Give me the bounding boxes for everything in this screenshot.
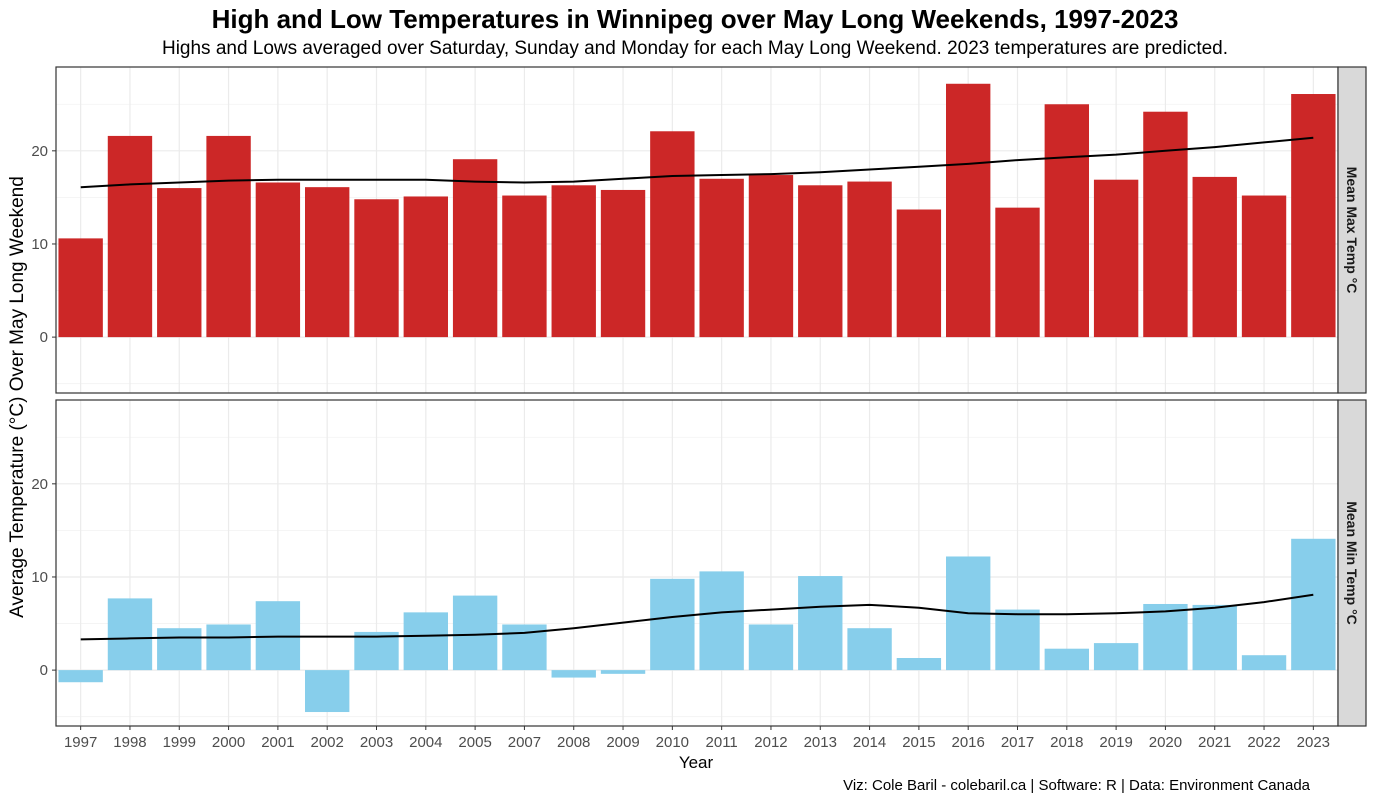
y-tick-label: 10 [31,569,48,586]
x-axis-label: Year [679,753,714,772]
x-tick-label: 2017 [1001,734,1034,751]
bar-max-2010 [650,131,695,338]
bar-max-2014 [847,181,892,338]
bar-min-2009 [600,670,646,674]
bar-max-2020 [1143,111,1188,338]
x-tick-label: 1998 [113,734,146,751]
x-tick-label: 2012 [754,734,787,751]
bar-min-2013 [798,576,843,671]
bar-max-1998 [107,135,153,338]
x-axis: 1997 1998 1999 2000 2001 2002 2003 2004 2005 2007… [64,726,1330,751]
x-tick-label: 2019 [1099,734,1132,751]
bar-min-2000 [206,624,251,671]
bar-max-2015 [896,209,942,338]
bar-max-2001 [255,182,301,338]
x-tick-label: 2021 [1198,734,1231,751]
bar-min-2011 [699,571,744,671]
bar-max-2022 [1241,195,1287,338]
bar-min-2020 [1143,603,1188,671]
bar-max-2019 [1093,179,1139,338]
bar-max-1999 [157,188,202,338]
bar-max-2011 [699,178,744,338]
x-tick-label: 2010 [656,734,689,751]
x-tick-label: 2022 [1247,734,1280,751]
bar-min-1997 [58,670,103,683]
trend-line [80,136,1314,189]
facet-strip [1337,66,1367,394]
bar-min-1999 [157,628,202,671]
x-tick-label: 2023 [1297,734,1330,751]
bar-max-1997 [58,238,103,338]
x-tick-label: 2003 [360,734,393,751]
bar-min-2019 [1093,643,1139,671]
bar-max-2007 [502,195,547,338]
x-tick-label: 2014 [853,734,886,751]
y-tick-label: 20 [31,476,48,493]
facet-strip-label: Mean Min Temp °C [1344,501,1360,625]
facet-strip [1337,399,1367,727]
bar-max-2003 [354,199,399,338]
trend-line [80,593,1314,641]
bar-min-2023 [1291,538,1336,671]
bar-max-2013 [798,185,843,338]
bar-max-2002 [305,187,350,338]
x-tick-label: 2004 [409,734,442,751]
x-tick-label: 2009 [606,734,639,751]
chart-subtitle: Highs and Lows averaged over Saturday, S… [161,38,1229,59]
x-tick-label: 2013 [804,734,837,751]
bar-max-2012 [748,175,794,338]
facet-strip-label: Mean Max Temp °C [1344,167,1360,294]
y-tick-label: 10 [31,236,48,253]
bar-max-2009 [600,189,646,338]
x-tick-label: 2015 [902,734,935,751]
x-tick-label: 2018 [1050,734,1083,751]
bar-max-2004 [403,196,448,338]
x-tick-label: 2020 [1149,734,1182,751]
bar-max-2021 [1192,176,1237,338]
bar-max-2000 [206,135,251,338]
bar-min-2003 [354,631,399,671]
x-tick-label: 2007 [508,734,541,751]
x-tick-label: 2008 [557,734,590,751]
chart-title: High and Low Temperatures in Winnipeg ov… [211,4,1179,34]
x-tick-label: 2002 [311,734,344,751]
bar-max-2017 [995,207,1040,338]
facet-panel-min: 0 10 20 Mean Min Temp °C [31,399,1367,727]
x-tick-label: 2016 [952,734,985,751]
bar-min-2005 [452,595,498,671]
bar-min-2010 [650,578,695,671]
bar-min-2018 [1044,648,1089,671]
bar-min-2004 [403,612,448,671]
y-axis-label: Average Temperature (°C) Over May Long W… [7,176,28,618]
bar-max-2008 [551,185,596,338]
x-tick-label: 2001 [261,734,294,751]
x-tick-label: 1997 [64,734,97,751]
x-tick-label: 2011 [706,734,738,751]
chart-caption: Viz: Cole Baril - colebaril.ca | Softwar… [843,777,1310,794]
bar-min-2008 [551,670,596,678]
bar-min-2002 [305,670,350,713]
y-tick-label: 20 [31,143,48,160]
bar-min-2014 [847,628,892,671]
bar-max-2018 [1044,104,1089,338]
bar-min-2021 [1192,604,1237,671]
bar-min-2012 [748,624,794,671]
x-tick-label: 1999 [163,734,196,751]
bar-min-1998 [107,598,153,671]
bar-max-2005 [452,159,498,338]
bar-max-2016 [946,83,991,338]
x-tick-label: 2005 [458,734,491,751]
bar-min-2015 [896,658,942,671]
panel-background [56,400,1338,726]
bar-min-2022 [1241,655,1287,671]
facet-panel-max: 0 10 20 Mean Max Temp °C [31,66,1367,394]
x-tick-label: 2000 [212,734,245,751]
bar-min-2017 [995,609,1040,671]
y-tick-label: 0 [40,329,48,346]
y-tick-label: 0 [40,662,48,679]
bar-max-2023 [1291,94,1336,338]
